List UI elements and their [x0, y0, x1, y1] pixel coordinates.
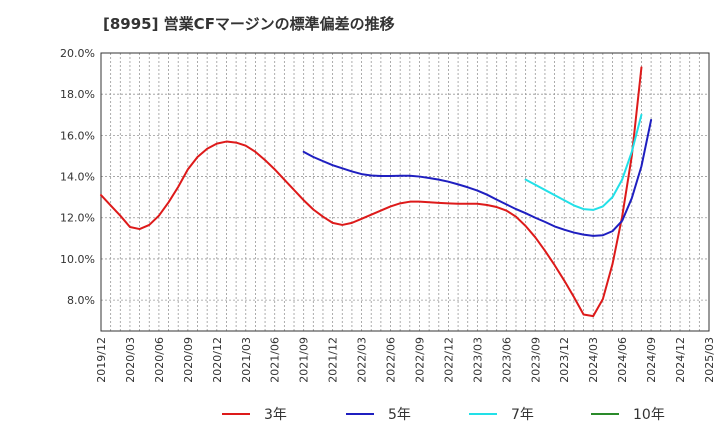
x-tick-label: 2023/03 — [471, 337, 484, 383]
x-tick-label: 2020/12 — [211, 337, 224, 383]
x-tick-label: 2019/12 — [95, 337, 108, 383]
y-tick-label: 20.0% — [60, 47, 95, 60]
x-tick-label: 2024/09 — [645, 337, 658, 383]
legend-label-3: 7年 — [511, 407, 534, 423]
x-tick-label: 2022/12 — [442, 337, 455, 383]
x-tick-label: 2024/06 — [616, 337, 629, 383]
x-tick-label: 2021/09 — [298, 337, 311, 383]
x-tick-label: 2022/06 — [385, 337, 398, 383]
x-tick-label: 2021/06 — [269, 337, 282, 383]
plot-border — [100, 52, 710, 332]
chart-title: [8995] 営業CFマージンの標準偏差の推移 — [103, 15, 395, 33]
legend-label-4: 10年 — [633, 407, 665, 423]
plot-area — [101, 53, 709, 331]
x-tick-label: 2022/09 — [413, 337, 426, 383]
x-tick-label: 2025/03 — [703, 337, 716, 383]
series-line-1 — [100, 66, 643, 318]
x-tick-label: 2022/03 — [356, 337, 369, 383]
x-tick-label: 2020/09 — [182, 337, 195, 383]
x-tick-label: 2020/06 — [153, 337, 166, 383]
x-tick-label: 2023/06 — [500, 337, 513, 383]
legend-label-2: 5年 — [388, 407, 411, 423]
x-tick-label: 2020/03 — [124, 337, 137, 383]
y-tick-label: 16.0% — [60, 129, 95, 142]
legend-label-1: 3年 — [264, 407, 287, 423]
series-line-3 — [524, 113, 643, 211]
x-tick-label: 2024/03 — [587, 337, 600, 383]
x-tick-label: 2023/12 — [558, 337, 571, 383]
y-tick-label: 14.0% — [60, 171, 95, 184]
y-tick-label: 12.0% — [60, 212, 95, 225]
x-tick-label: 2021/12 — [327, 337, 340, 383]
y-tick-label: 18.0% — [60, 88, 95, 101]
y-tick-label: 8.0% — [67, 294, 95, 307]
series-line-2 — [302, 118, 653, 237]
x-tick-label: 2023/09 — [529, 337, 542, 383]
x-tick-label: 2024/12 — [674, 337, 687, 383]
y-tick-label: 10.0% — [60, 253, 95, 266]
x-tick-label: 2021/03 — [240, 337, 253, 383]
